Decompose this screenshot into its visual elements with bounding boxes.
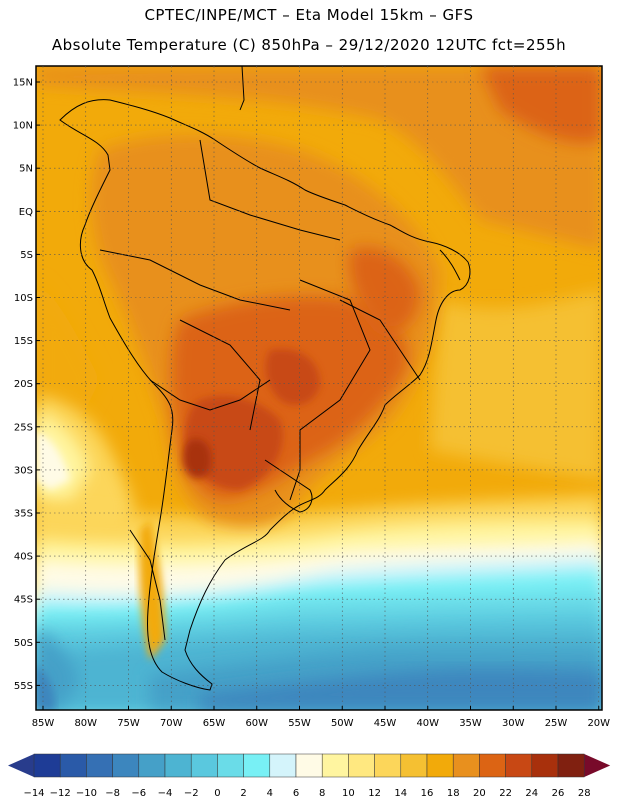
lon-label: 35W <box>459 718 482 729</box>
colorbar-label: 0 <box>214 788 220 799</box>
colorbar-swatch <box>217 753 244 778</box>
lat-label: 35S <box>14 509 33 520</box>
colorbar-label: 6 <box>293 788 299 799</box>
lon-label: 25W <box>545 718 568 729</box>
colorbar-swatch <box>243 753 271 778</box>
lon-label: 60W <box>245 718 268 729</box>
lat-label: 5S <box>20 250 33 261</box>
colorbar-label: 14 <box>394 788 407 799</box>
lon-label: 85W <box>32 718 55 729</box>
latitude-labels: 15N 10N 5N EQ 5S 10S 15S 20S 25S 30S 35S 40S 45S 50S 5… <box>13 78 40 692</box>
colorbar-label: −10 <box>76 788 97 799</box>
colorbar-label: −8 <box>105 788 120 799</box>
lat-label: 10S <box>14 293 33 304</box>
lat-label: 15N <box>13 78 33 89</box>
lat-label: 5N <box>19 164 33 175</box>
lon-label: 30W <box>502 718 525 729</box>
colorbar-label: −4 <box>158 788 173 799</box>
colorbar-swatch <box>112 753 140 778</box>
lat-label: 55S <box>14 681 33 692</box>
colorbar-label: 22 <box>499 788 512 799</box>
longitude-labels: 85W 80W 75W 70W 65W 60W 55W 50W 45W 40W 35W 30W 25W 2… <box>32 706 610 729</box>
colorbar-label: 16 <box>421 788 434 799</box>
colorbar-swatch <box>321 753 349 778</box>
colorbar-label: 2 <box>240 788 246 799</box>
colorbar-label: 4 <box>267 788 273 799</box>
lon-label: 75W <box>117 718 140 729</box>
colorbar-swatch <box>426 753 454 778</box>
colorbar-high-arrow <box>584 754 611 777</box>
lat-label: 40S <box>14 552 33 563</box>
colorbar-label: −2 <box>184 788 199 799</box>
colorbar-swatch <box>138 753 166 778</box>
colorbar-swatch <box>33 753 61 778</box>
map-frame <box>35 65 603 711</box>
colorbar-label: 24 <box>525 788 538 799</box>
coastlines <box>59 66 471 691</box>
colorbar-swatch <box>86 753 113 778</box>
colorbar-swatch <box>505 753 533 778</box>
lon-label: 70W <box>160 718 183 729</box>
colorbar-label: 12 <box>368 788 381 799</box>
temperature-field <box>36 66 602 710</box>
colorbar-swatch <box>452 753 480 778</box>
lon-label: 55W <box>288 718 311 729</box>
colorbar-label: 10 <box>342 788 355 799</box>
colorbar-label: −14 <box>23 788 44 799</box>
lat-label: 25S <box>14 422 33 433</box>
colorbar-label: −6 <box>131 788 146 799</box>
colorbar-label: 28 <box>578 788 591 799</box>
lat-label: 20S <box>14 379 33 390</box>
lat-label: 15S <box>14 336 33 347</box>
colorbar-swatch <box>479 753 506 778</box>
colorbar-swatch <box>374 753 402 778</box>
colorbar-swatch <box>400 753 428 778</box>
colorbar-label: 26 <box>552 788 565 799</box>
lat-label: 50S <box>14 638 33 649</box>
colorbar-swatch <box>164 753 192 778</box>
graticule <box>36 66 602 710</box>
lat-label: 30S <box>14 465 33 476</box>
colorbar-label: −12 <box>50 788 71 799</box>
colorbar: −14 −12 −10 −8 −6 −4 −2 0 2 4 6 8 10 12 14 16 18 20 22 24 26… <box>8 753 611 799</box>
colorbar-swatch <box>59 753 87 778</box>
colorbar-swatch <box>557 753 585 778</box>
colorbar-label: 18 <box>447 788 460 799</box>
map-title-line-1: CPTEC/INPE/MCT – Eta Model 15km – GFS <box>144 6 474 24</box>
lon-label: 45W <box>374 718 397 729</box>
lon-label: 40W <box>416 718 439 729</box>
lat-label: 45S <box>14 595 33 606</box>
colorbar-swatch <box>348 753 375 778</box>
lon-label: 65W <box>203 718 226 729</box>
colorbar-label: 8 <box>319 788 325 799</box>
lon-label: 50W <box>331 718 354 729</box>
lat-label: EQ <box>19 207 33 218</box>
lon-label: 20W <box>587 718 610 729</box>
lon-label: 80W <box>74 718 97 729</box>
colorbar-label: 20 <box>473 788 486 799</box>
colorbar-swatch <box>295 753 323 778</box>
colorbar-swatch <box>269 753 297 778</box>
colorbar-swatch <box>531 753 559 778</box>
colorbar-swatch <box>190 753 218 778</box>
map-title-line-2: Absolute Temperature (C) 850hPa – 29/12/… <box>51 36 567 54</box>
lat-label: 10N <box>13 121 33 132</box>
colorbar-low-arrow <box>8 754 34 777</box>
